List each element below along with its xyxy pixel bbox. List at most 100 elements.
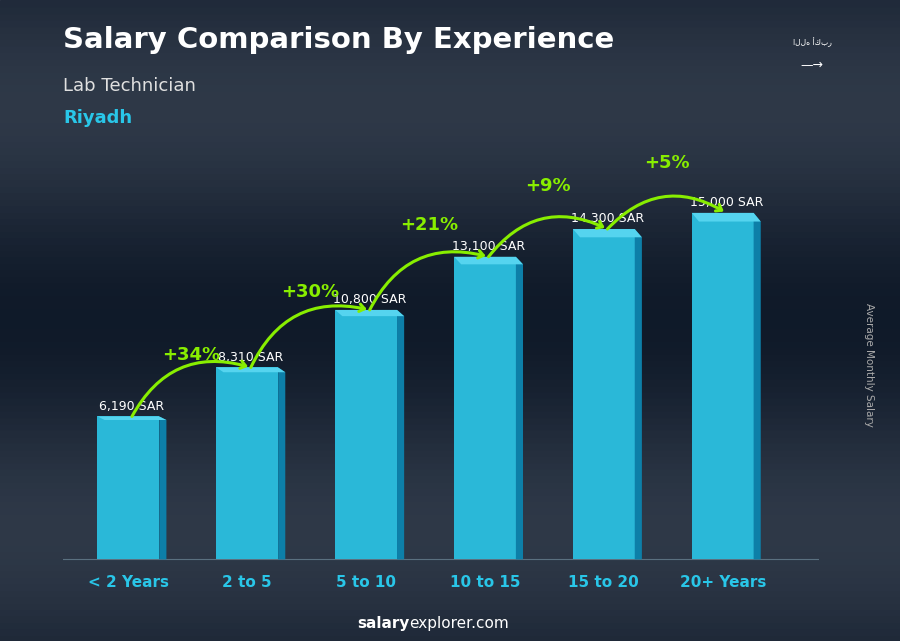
Bar	[0, 513, 900, 519]
Bar	[0, 410, 900, 417]
Bar	[0, 13, 900, 19]
Polygon shape	[454, 257, 523, 264]
Bar	[0, 353, 900, 359]
Text: 8,310 SAR: 8,310 SAR	[218, 351, 284, 363]
Bar	[0, 551, 900, 558]
Text: +9%: +9%	[526, 177, 571, 195]
Bar	[573, 229, 634, 560]
Bar	[0, 244, 900, 250]
Bar	[0, 442, 900, 449]
Bar	[0, 45, 900, 51]
Text: 10,800 SAR: 10,800 SAR	[333, 293, 407, 306]
Text: +34%: +34%	[162, 345, 220, 363]
Bar	[0, 167, 900, 173]
Text: Lab Technician: Lab Technician	[63, 77, 196, 95]
Bar	[0, 288, 900, 295]
Bar	[0, 154, 900, 160]
Text: +5%: +5%	[644, 154, 689, 172]
Polygon shape	[753, 213, 760, 560]
Bar	[0, 455, 900, 462]
Text: Average Monthly Salary: Average Monthly Salary	[863, 303, 874, 428]
Polygon shape	[216, 367, 285, 372]
Bar	[0, 58, 900, 64]
Bar	[0, 26, 900, 32]
Bar	[0, 173, 900, 179]
Bar	[0, 237, 900, 244]
Bar	[0, 397, 900, 404]
Bar	[0, 346, 900, 353]
Text: Riyadh: Riyadh	[63, 109, 132, 127]
Bar	[0, 423, 900, 429]
Bar	[0, 122, 900, 128]
Bar	[0, 256, 900, 263]
Bar	[0, 365, 900, 372]
Bar	[0, 231, 900, 237]
Bar	[0, 481, 900, 487]
Bar	[0, 628, 900, 635]
Polygon shape	[397, 310, 404, 560]
Bar	[0, 494, 900, 500]
Bar	[0, 603, 900, 609]
Bar	[0, 314, 900, 320]
Bar	[0, 90, 900, 96]
Bar	[0, 308, 900, 314]
Bar	[0, 487, 900, 494]
Bar	[0, 436, 900, 442]
Bar	[0, 558, 900, 564]
Bar	[0, 564, 900, 570]
Bar	[0, 186, 900, 192]
Bar	[0, 615, 900, 622]
Bar	[0, 269, 900, 276]
Bar	[0, 103, 900, 109]
Bar	[0, 500, 900, 506]
Bar	[0, 333, 900, 340]
Polygon shape	[159, 417, 166, 560]
Bar	[0, 109, 900, 115]
Bar	[0, 359, 900, 365]
Text: 13,100 SAR: 13,100 SAR	[452, 240, 525, 253]
Bar	[0, 141, 900, 147]
Bar	[0, 276, 900, 282]
Bar	[0, 519, 900, 526]
Polygon shape	[516, 257, 523, 560]
Bar	[0, 19, 900, 26]
FancyArrowPatch shape	[608, 196, 722, 229]
Polygon shape	[335, 310, 404, 316]
Bar	[0, 6, 900, 13]
Bar	[0, 340, 900, 346]
Bar	[0, 77, 900, 83]
Bar	[0, 391, 900, 397]
Bar	[335, 310, 397, 560]
Bar	[0, 385, 900, 391]
Bar	[0, 429, 900, 436]
Bar	[0, 64, 900, 71]
FancyArrowPatch shape	[489, 217, 603, 257]
Text: salary: salary	[357, 617, 410, 631]
Polygon shape	[634, 229, 642, 560]
Text: +30%: +30%	[281, 283, 339, 301]
Bar	[0, 538, 900, 545]
Bar	[0, 570, 900, 577]
Text: 14,300 SAR: 14,300 SAR	[571, 212, 644, 225]
Bar	[0, 596, 900, 603]
Bar	[0, 135, 900, 141]
Bar	[0, 449, 900, 455]
Bar	[0, 115, 900, 122]
Bar	[0, 526, 900, 532]
Bar	[0, 263, 900, 269]
FancyArrowPatch shape	[370, 251, 483, 310]
Bar	[0, 320, 900, 327]
Bar	[97, 417, 159, 560]
Bar	[0, 282, 900, 288]
Bar	[692, 213, 753, 560]
Bar	[0, 583, 900, 590]
Bar	[0, 378, 900, 385]
Text: Salary Comparison By Experience: Salary Comparison By Experience	[63, 26, 614, 54]
Bar	[0, 179, 900, 186]
Bar	[0, 301, 900, 308]
Bar	[0, 0, 900, 6]
Bar	[0, 96, 900, 103]
Bar	[0, 404, 900, 410]
Bar	[0, 218, 900, 224]
Bar	[0, 590, 900, 596]
